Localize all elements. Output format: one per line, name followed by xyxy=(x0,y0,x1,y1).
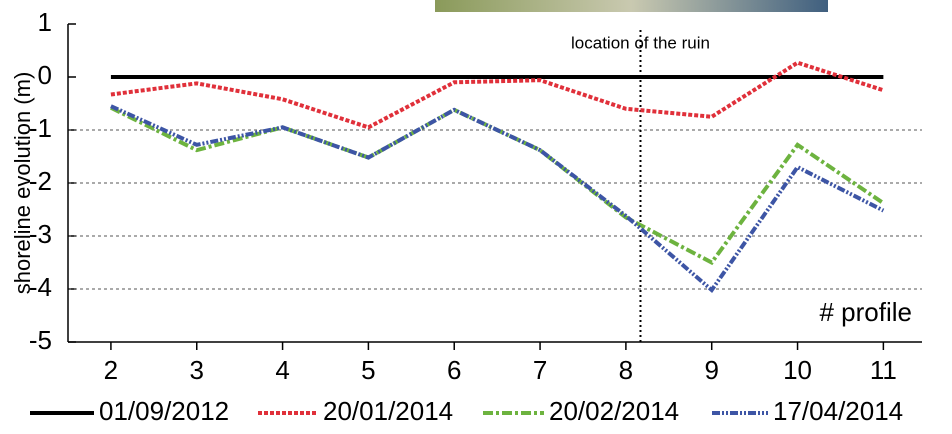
series-line xyxy=(110,104,885,294)
y-tick-label: 0 xyxy=(38,60,52,90)
x-tick-label: 2 xyxy=(104,355,118,385)
x-tick-label: 8 xyxy=(619,355,633,385)
y-tick-label: 1 xyxy=(38,7,52,37)
series-line xyxy=(110,60,884,130)
y-tick-label: -5 xyxy=(29,325,52,355)
x-tick-label: 3 xyxy=(190,355,204,385)
x-tick-label: 11 xyxy=(870,355,897,385)
legend-label: 20/02/2014 xyxy=(549,396,679,426)
y-tick-label: -2 xyxy=(29,166,52,196)
x-tick-label: 9 xyxy=(704,355,718,385)
legend-label: 17/04/2014 xyxy=(773,396,903,426)
y-tick-label: -4 xyxy=(29,272,52,302)
x-tick-label: 4 xyxy=(275,355,289,385)
y-axis-label: shoreline evolution (m) xyxy=(10,72,35,295)
x-tick-label: 10 xyxy=(783,355,812,385)
x-tick-label: 7 xyxy=(533,355,547,385)
x-tick-label: 6 xyxy=(447,355,461,385)
legend-label: 20/01/2014 xyxy=(323,396,453,426)
y-tick-label: -1 xyxy=(29,113,52,143)
x-axis-label: # profile xyxy=(820,297,913,327)
annotation: location of the ruin xyxy=(571,33,710,52)
x-tick-label: 5 xyxy=(361,355,375,385)
y-tick-label: -3 xyxy=(29,219,52,249)
legend-label: 01/09/2012 xyxy=(99,396,229,426)
photo-strip xyxy=(435,0,828,12)
